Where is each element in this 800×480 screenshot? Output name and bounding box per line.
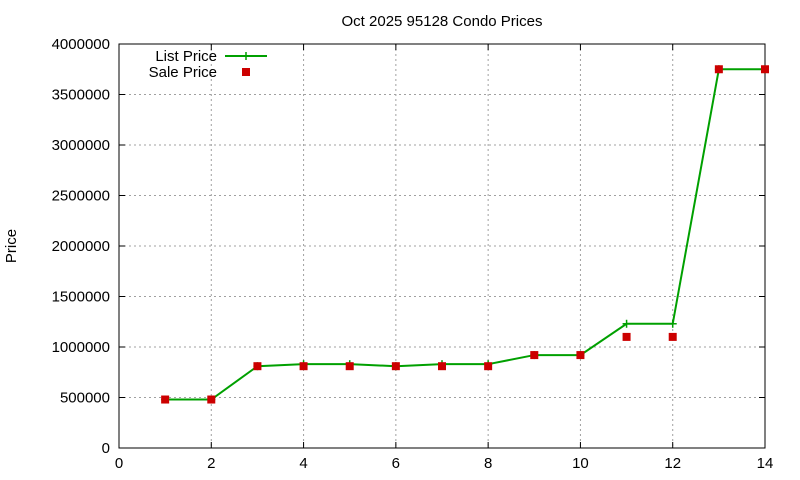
y-tick-label: 1500000: [52, 289, 110, 306]
x-tick-label: 2: [207, 455, 215, 472]
y-tick-label: 0: [102, 440, 110, 457]
sale-price-point: [714, 65, 723, 74]
list-price-point: [622, 319, 631, 328]
sale-price-point: [668, 332, 677, 341]
legend-label-list-price: List Price: [155, 48, 217, 65]
sale-price-point: [576, 351, 585, 360]
sale-price-point: [161, 395, 170, 404]
data-series: [161, 65, 769, 404]
axis-tick-labels: 0 500000 1000000 1500000 2000000 2500000 30000…: [52, 36, 774, 472]
x-tick-label: 14: [757, 455, 774, 472]
sale-price-point: [391, 362, 400, 371]
x-tick-label: 6: [392, 455, 400, 472]
y-tick-label: 1000000: [52, 339, 110, 356]
sale-price-point: [345, 362, 354, 371]
series-line-list-price: [165, 68, 765, 401]
x-tick-label: 8: [484, 455, 492, 472]
sale-price-point: [530, 351, 539, 360]
sale-price-point: [761, 65, 769, 74]
legend-swatch-sale-price: [242, 68, 250, 76]
sale-price-point: [253, 362, 262, 371]
y-tick-label: 2000000: [52, 238, 110, 255]
sale-price-point: [622, 332, 631, 341]
sale-price-point: [207, 395, 216, 404]
x-tick-label: 0: [115, 455, 123, 472]
sale-price-point: [438, 362, 446, 371]
chart-title: Oct 2025 95128 Condo Prices: [342, 13, 543, 30]
legend-label-sale-price: Sale Price: [149, 64, 217, 81]
axis-ticks: [118, 43, 766, 449]
y-tick-label: 3000000: [52, 137, 110, 154]
x-tick-label: 4: [299, 455, 307, 472]
y-tick-label: 3500000: [52, 87, 110, 104]
grid-lines: [119, 44, 765, 448]
y-tick-label: 2500000: [52, 188, 110, 205]
sale-price-point: [484, 362, 493, 371]
sale-price-point: [299, 362, 308, 371]
list-price-point: [668, 319, 677, 328]
y-axis-label: Price: [3, 229, 20, 263]
x-tick-label: 10: [572, 455, 589, 472]
x-tick-label: 12: [664, 455, 681, 472]
y-tick-label: 500000: [60, 390, 110, 407]
y-tick-label: 4000000: [52, 36, 110, 53]
